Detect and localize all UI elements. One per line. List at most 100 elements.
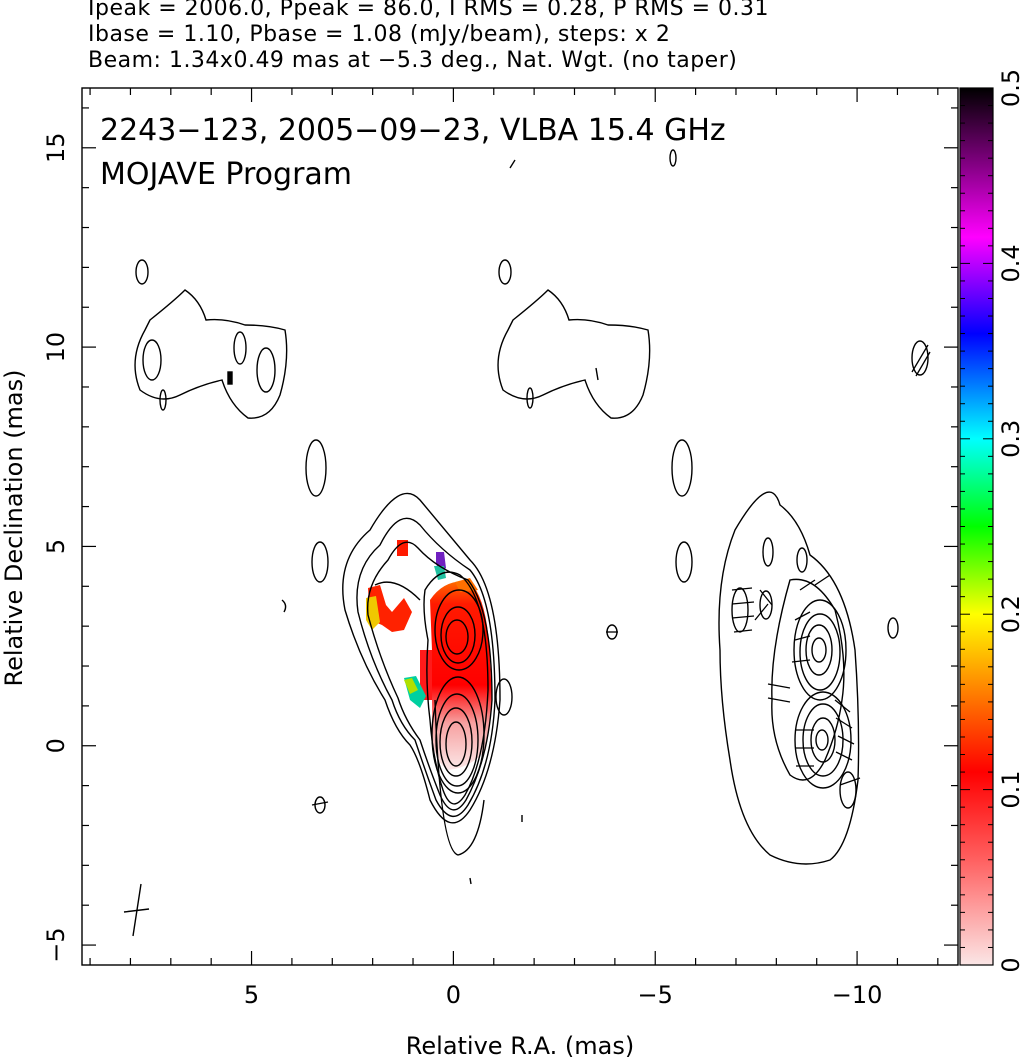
x-tick-labels: 5 0 −5 −10	[244, 981, 882, 1009]
contour-4	[423, 571, 489, 805]
colorbar-tick-labels: 0 0.1 0.2 0.3 0.4 0.5	[997, 69, 1022, 973]
colorbar-tick-label: 0.4	[997, 244, 1022, 282]
y-tick-label: 5	[42, 539, 70, 554]
evpa-ticks	[311, 344, 931, 806]
header-line-3: Beam: 1.34x0.49 mas at −5.3 deg., Nat. W…	[88, 48, 738, 73]
colorbar-tick-label: 0	[997, 957, 1022, 972]
isolated-contour	[911, 340, 929, 376]
map-title-program: MOJAVE Program	[100, 157, 352, 192]
upper-feature-outer	[134, 289, 288, 419]
isolated-contour	[281, 599, 287, 613]
evpa-tick	[311, 801, 329, 806]
y-tick-labels: −5 0 5 10 15	[42, 133, 70, 963]
beam-ellipse	[123, 883, 150, 937]
contour-core-outer-lobe	[434, 699, 485, 856]
y-tick-label: 10	[42, 332, 70, 363]
evpa-knot-contour	[805, 624, 833, 676]
y-tick-label: 15	[42, 133, 70, 164]
contour-core-4	[445, 721, 467, 767]
isolated-contour	[305, 439, 327, 497]
main-source-contours	[342, 492, 501, 856]
contour-inner-jet-3	[445, 619, 469, 655]
evpa-tick	[754, 603, 769, 621]
plot-frame	[81, 87, 959, 966]
x-tick-label: −5	[638, 981, 673, 1009]
contour-2	[356, 517, 496, 817]
isolated-contour	[495, 678, 513, 716]
evpa-tick	[834, 699, 851, 713]
x-tick-label: −10	[832, 981, 883, 1009]
isolated-contour	[671, 439, 693, 497]
evpa-tick	[759, 589, 773, 606]
isolated-contour	[887, 617, 899, 639]
polarization-wall-fill	[420, 650, 432, 700]
colorbar-tick-label: 0.1	[997, 771, 1022, 809]
colorbar-tick-label: 0.3	[997, 420, 1022, 458]
evpa-tick	[794, 611, 811, 621]
upper-feature-shifted-inner	[595, 367, 599, 381]
contour-core-3	[439, 707, 473, 777]
y-axis-label: Relative Declination (mas)	[0, 369, 28, 686]
evpa-core-contour	[802, 703, 844, 777]
upper-feature-pixel	[227, 371, 233, 385]
evpa-knot-contour	[793, 599, 847, 701]
isolated-contour	[469, 877, 472, 885]
upper-feature-shifted-inner	[526, 387, 534, 409]
evpa-tick	[767, 697, 791, 703]
contour-jet-ridge	[374, 581, 421, 601]
evpa-edge-contour	[839, 771, 857, 809]
upper-feature-inner	[233, 331, 247, 365]
evpa-tick	[814, 574, 831, 586]
evpa-tick	[731, 587, 753, 591]
isolated-contour	[135, 259, 149, 285]
evpa-knot-contour	[799, 613, 841, 691]
evpa-outer-contour	[718, 491, 860, 865]
colorbar-ticks	[960, 87, 993, 966]
evpa-tick	[835, 717, 853, 729]
header-line-1: Ipeak = 2006.0, Ppeak = 86.0, I RMS = 0.…	[88, 0, 769, 21]
isolated-contour	[311, 541, 329, 583]
isolated-contour	[675, 541, 693, 583]
evpa-tick	[767, 683, 791, 689]
x-tick-label: 5	[244, 981, 259, 1009]
evpa-tick	[731, 601, 755, 605]
x-tick-label: 0	[446, 981, 461, 1009]
isolated-contour	[314, 796, 326, 814]
evpa-edge-contour	[759, 590, 773, 620]
evpa-tick	[839, 777, 861, 786]
contour-core-2	[435, 693, 479, 787]
colorbar-tick-label: 0.5	[997, 69, 1022, 107]
contour-core-1	[431, 676, 485, 794]
upper-feature-inner	[256, 347, 276, 393]
contour-inner-jet-1	[434, 589, 484, 671]
evpa-tick	[799, 579, 816, 591]
contour-inner-jet-2	[440, 606, 476, 664]
evpa-tick	[733, 629, 753, 633]
polarization-patch-orange-top	[455, 578, 478, 592]
upper-feature-shifted-outer	[497, 289, 651, 419]
isolated-contour	[669, 149, 677, 167]
evpa-tick	[837, 735, 855, 745]
evpa-tick	[731, 615, 755, 619]
evpa-tick	[794, 635, 811, 641]
evpa-edge-contour	[762, 537, 774, 567]
isolated-contour	[509, 159, 516, 169]
y-tick-label: −5	[42, 927, 70, 962]
y-tick-label: 0	[42, 738, 70, 753]
isolated-contours	[135, 149, 929, 885]
map-features: 2243−123, 2005−09−23, VLBA 15.4 GHz MOJA…	[100, 113, 931, 937]
evpa-core-contour	[815, 729, 829, 751]
colorbar-tick-label: 0.2	[997, 595, 1022, 633]
x-axis-label: Relative R.A. (mas)	[406, 1032, 634, 1060]
evpa-tick	[791, 659, 811, 663]
evpa-knot-contour	[811, 637, 827, 663]
evpa-tick	[911, 344, 929, 373]
contour-outer	[342, 492, 501, 824]
evpa-edge-contour	[731, 587, 749, 633]
upper-feature-contours	[134, 289, 651, 419]
polarization-patch-lime	[404, 678, 418, 694]
upper-feature-inner	[142, 339, 162, 381]
evpa-contour-panel	[718, 491, 860, 865]
evpa-tick	[915, 351, 931, 377]
